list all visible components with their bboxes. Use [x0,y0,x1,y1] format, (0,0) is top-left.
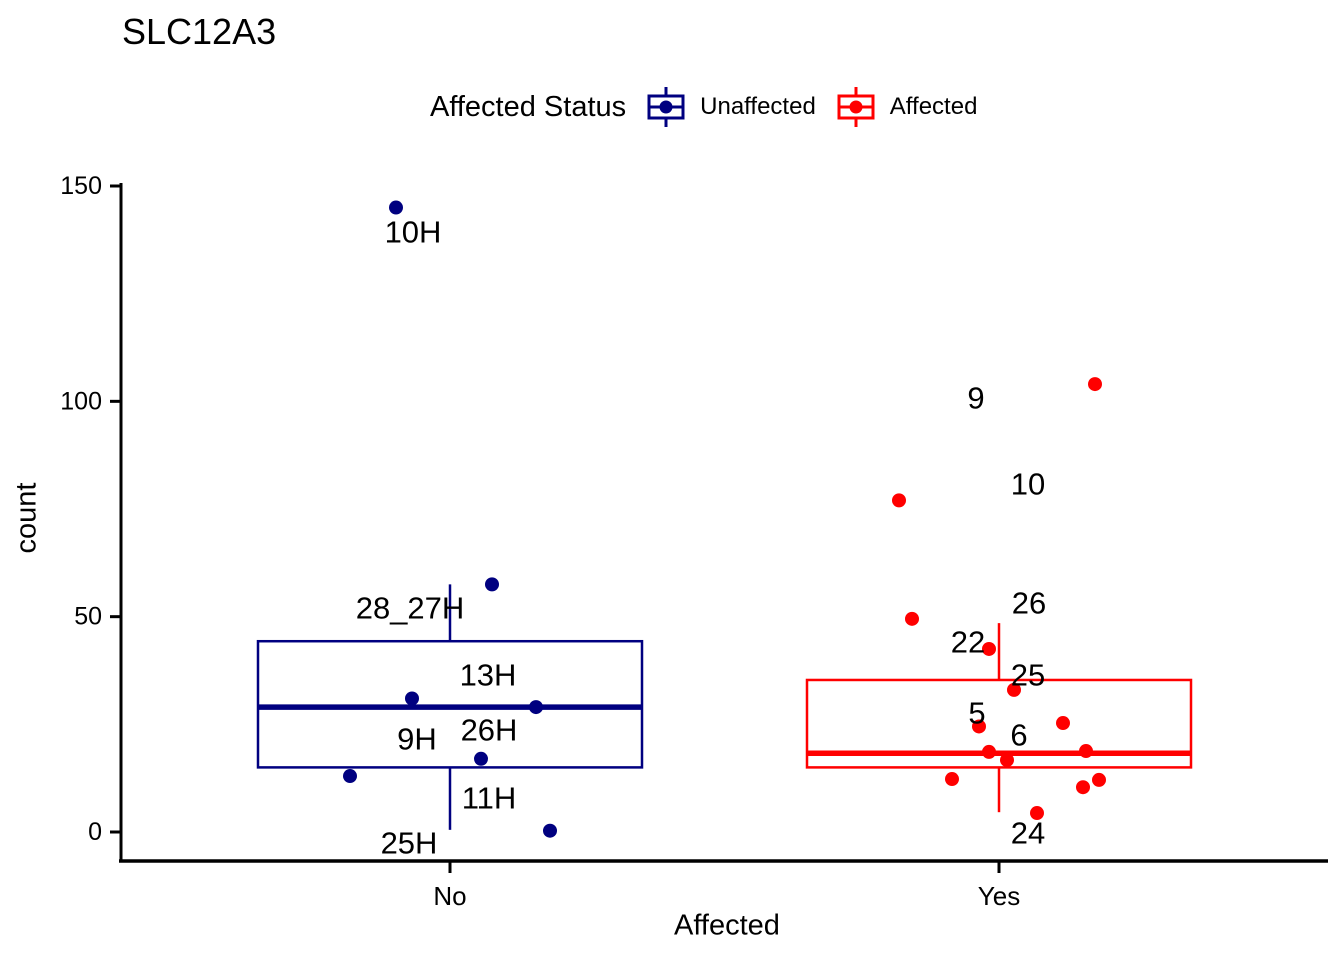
jitter-point [405,691,419,706]
point-label: 6 [1010,718,1027,753]
point-label: 24 [1011,816,1045,851]
point-label: 10 [1011,467,1045,502]
y-tick-label: 100 [60,387,102,415]
legend-item-affected: Affected [836,84,978,130]
point-label: 10H [385,215,442,250]
point-label: 9H [397,722,437,757]
box [805,678,1193,769]
legend-label-affected: Affected [889,93,978,120]
y-tick-label: 150 [60,172,102,200]
point-label: 25H [381,826,438,861]
x-tick-label: No [433,881,466,911]
jitter-point [485,577,499,592]
jitter-point [945,772,959,787]
point-label: 25 [1011,658,1045,693]
jitter-point [343,769,357,784]
jitter-point [1007,682,1021,697]
legend-item-unaffected: Unaffected [646,84,816,130]
jitter-point [972,719,986,734]
jitter-point [1076,780,1090,795]
jitter-point [474,751,488,766]
point-label: 28_27H [356,591,465,626]
jitter-point [1000,753,1014,768]
boxplot-key-icon [647,87,685,127]
box-group-yes [805,377,1193,821]
jitter-point [905,611,919,626]
legend-label-unaffected: Unaffected [700,93,816,120]
plot-title: SLC12A3 [122,11,277,52]
y-tick-label: 50 [74,603,102,631]
point-label: 5 [968,696,985,731]
point-label: 13H [460,658,517,693]
jitter-point [1030,806,1044,821]
jitter-point [1088,377,1102,392]
jitter-point [892,493,906,508]
box [256,639,644,769]
jitter-point [982,641,996,656]
jitter-point [1056,716,1070,731]
jitter-point [529,700,543,715]
box-group-no [256,200,644,838]
jitter-point [982,744,996,759]
jitter-point [1079,744,1093,759]
point-label: 9 [967,381,984,416]
point-label: 26H [461,713,518,748]
boxplot-key-icon [837,87,875,127]
point-label: 26 [1012,586,1046,621]
x-tick-label: Yes [978,881,1020,911]
point-label: 11H [462,781,517,816]
y-tick-label: 0 [88,818,102,846]
point-label: 22 [951,625,985,660]
jitter-point [1092,772,1106,787]
jitter-point [389,200,403,215]
legend-title: Affected Status [430,90,627,123]
jitter-point [543,823,557,838]
x-axis-title: Affected [674,909,780,942]
legend: Affected Status Unaffected Affected [430,84,977,130]
